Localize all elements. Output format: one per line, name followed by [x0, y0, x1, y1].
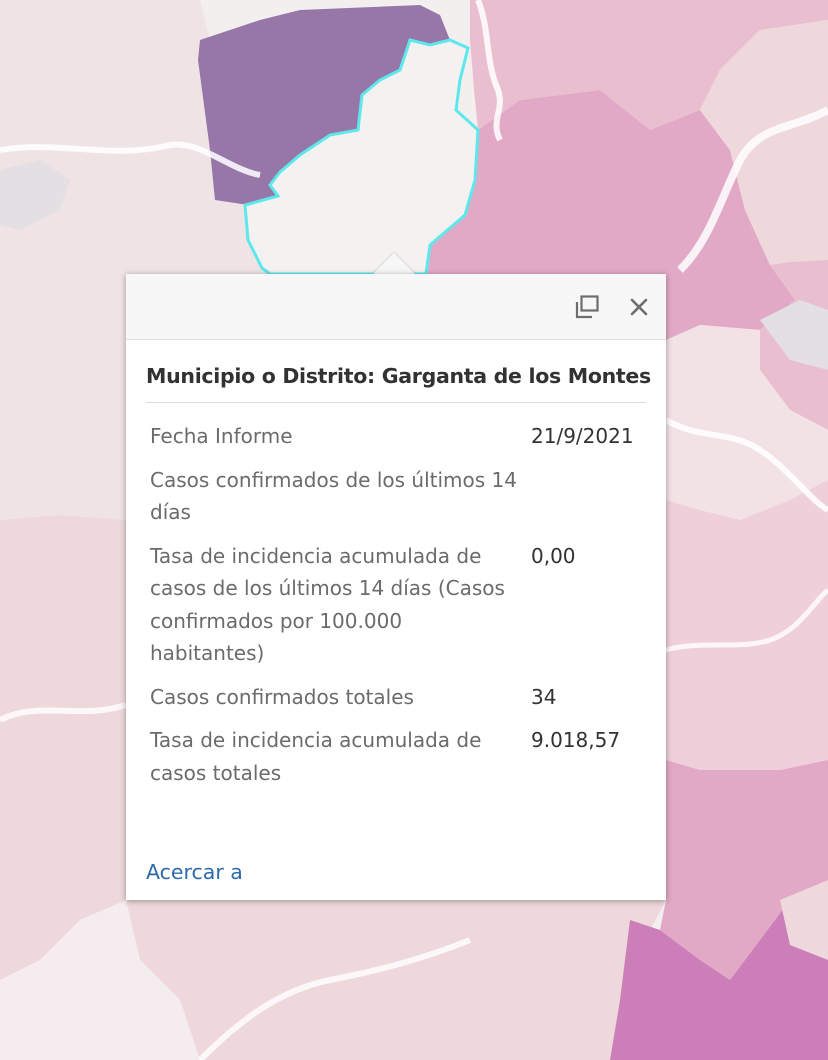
attribute-table: Fecha Informe 21/9/2021 Casos confirmado…: [146, 417, 646, 797]
region-south-center[interactable]: [126, 900, 666, 1060]
attribute-value: [522, 461, 646, 537]
attribute-value: 34: [531, 684, 557, 709]
popup-title: Municipio o Distrito: Garganta de los Mo…: [146, 340, 651, 403]
region-southwest-corner[interactable]: [0, 900, 200, 1060]
road: [197, 937, 472, 1060]
popup-header: [126, 274, 666, 340]
water-body: [0, 160, 70, 230]
region-southwest[interactable]: [0, 515, 126, 980]
attribute-row: Casos confirmados de los últimos 14 días: [146, 461, 646, 537]
region-southeast-deep[interactable]: [610, 890, 828, 1060]
water-body: [760, 300, 828, 370]
attribute-value: 21/9/2021: [531, 424, 634, 448]
attribute-label: Casos confirmados de los últimos 14 días: [150, 467, 517, 525]
dock-button[interactable]: [572, 292, 602, 322]
dock-icon: [575, 295, 599, 319]
region-east[interactable]: [426, 90, 795, 340]
attribute-value: 0,00: [531, 543, 576, 568]
road: [677, 106, 828, 273]
region-northwest[interactable]: [0, 0, 270, 520]
region-southeast[interactable]: [660, 760, 828, 980]
attribute-label: Fecha Informe: [150, 424, 293, 448]
attribute-row: Tasa de incidencia acumulada de casos de…: [146, 537, 646, 678]
road: [0, 141, 261, 178]
region-purple[interactable]: [198, 5, 450, 205]
attribute-label: Tasa de incidencia acumulada de casos de…: [150, 543, 505, 666]
road: [665, 588, 828, 653]
region-northeast[interactable]: [470, 0, 828, 130]
attribute-row: Fecha Informe 21/9/2021: [146, 417, 646, 461]
selected-municipality[interactable]: [243, 38, 480, 276]
close-icon: [630, 298, 648, 316]
attribute-label: Tasa de incidencia acumulada de casos to…: [150, 728, 482, 785]
road: [664, 417, 828, 513]
feature-popup: Municipio o Distrito: Garganta de los Mo…: [126, 274, 666, 900]
region-far-east[interactable]: [700, 20, 828, 265]
attribute-row: Tasa de incidencia acumulada de casos to…: [146, 721, 646, 797]
region-east-lower[interactable]: [666, 480, 828, 770]
road: [0, 702, 127, 723]
popup-body: Municipio o Distrito: Garganta de los Mo…: [126, 340, 666, 797]
popup-pointer: [372, 253, 416, 275]
region-southeast-light[interactable]: [780, 880, 828, 960]
zoom-to-link[interactable]: Acercar a: [146, 860, 243, 884]
attribute-value: 9.018,57: [531, 728, 621, 752]
attribute-label: Casos confirmados totales: [150, 684, 414, 709]
road: [475, 0, 503, 142]
close-button[interactable]: [624, 292, 654, 322]
attribute-row: Casos confirmados totales 34: [146, 678, 646, 722]
